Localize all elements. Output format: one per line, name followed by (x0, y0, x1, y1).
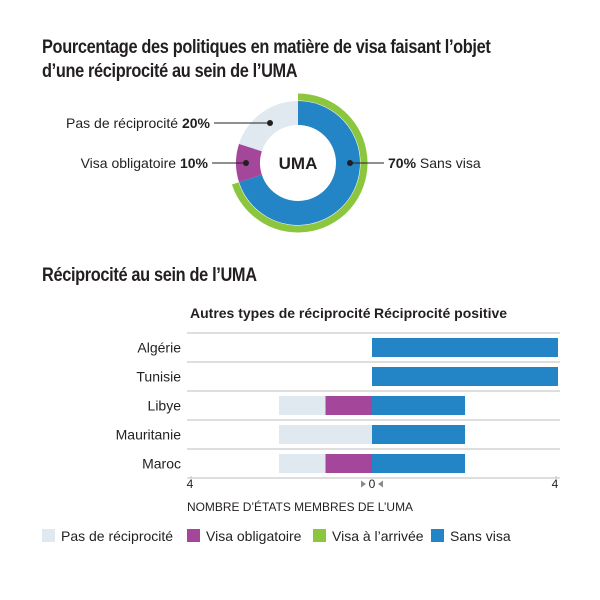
legend-swatch (187, 529, 200, 542)
visa-on-arrival-ring (231, 93, 368, 233)
x-tick-label: 0 (369, 477, 376, 491)
bar-sans-visa (372, 367, 558, 386)
chart-title-line-1: Pourcentage des politiques en matière de… (42, 37, 491, 58)
legend-label: Visa à l’arrivée (332, 528, 424, 544)
donut-chart: UMA 70% Sans visa Visa obligatoire 10% Pas … (66, 93, 481, 233)
left-column-header: Autres types de réciprocité (190, 305, 371, 321)
legend-label: Visa obligatoire (206, 528, 302, 544)
category-label: Maroc (142, 456, 181, 472)
category-label: Libye (148, 398, 182, 414)
left-arrow-icon (361, 480, 366, 488)
label-sans-visa: 70% Sans visa (388, 155, 481, 171)
chart-title-line-2: d’une réciprocité au sein de l’UMA (42, 61, 298, 82)
bar-pas-de-reciprocite (279, 396, 326, 415)
bar-pas-de-reciprocite (279, 425, 372, 444)
donut-center-label: UMA (279, 154, 318, 173)
label-pas-de-reciprocite: Pas de réciprocité 20% (66, 115, 211, 131)
bar-sans-visa (372, 338, 558, 357)
right-column-header: Réciprocité positive (374, 305, 507, 321)
category-label: Mauritanie (116, 427, 182, 443)
leader-dot-sans-visa (347, 160, 353, 166)
bar-visa-obligatoire (325, 396, 372, 415)
bar-chart-title: Réciprocité au sein de l’UMA (42, 265, 257, 286)
legend-swatch (313, 529, 326, 542)
bar-visa-obligatoire (325, 454, 372, 473)
bar-sans-visa (372, 425, 465, 444)
x-tick-label: 4 (187, 477, 194, 491)
donut-slice-1 (239, 101, 360, 225)
x-axis-label: NOMBRE D’ÉTATS MEMBRES DE L’UMA (187, 499, 413, 514)
leader-dot-visa-obligatoire (243, 160, 249, 166)
right-arrow-icon (378, 480, 383, 488)
category-label: Algérie (137, 340, 181, 356)
bar-pas-de-reciprocite (279, 454, 326, 473)
legend-label: Pas de réciprocité (61, 528, 173, 544)
legend-swatch (431, 529, 444, 542)
label-visa-obligatoire: Visa obligatoire 10% (81, 155, 209, 171)
category-label: Tunisie (136, 369, 181, 385)
bar-sans-visa (372, 454, 465, 473)
donut-slice-3 (239, 101, 298, 152)
leader-dot-pas-de-reciprocite (267, 120, 273, 126)
x-tick-label: 4 (552, 477, 559, 491)
legend-label: Sans visa (450, 528, 511, 544)
legend-swatch (42, 529, 55, 542)
bar-sans-visa (372, 396, 465, 415)
